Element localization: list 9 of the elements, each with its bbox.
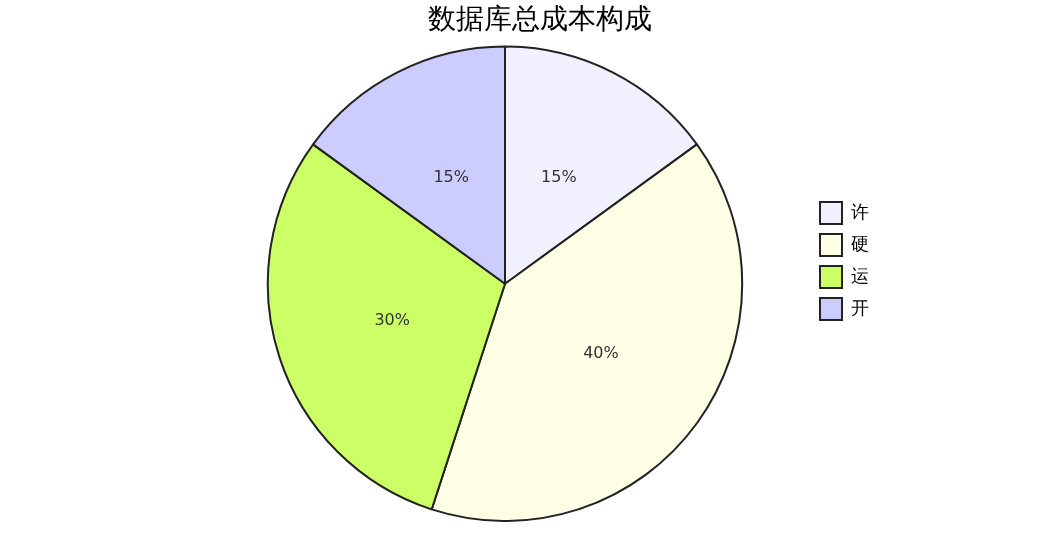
legend-label: 许 — [851, 200, 869, 222]
data-label: 40% — [583, 342, 619, 362]
legend-label: 硬 — [851, 232, 869, 254]
legend-label: 开 — [851, 296, 869, 318]
data-label: 30% — [374, 309, 410, 329]
data-label: 15% — [433, 167, 469, 187]
legend-label: 运 — [851, 264, 869, 286]
chart-title: 数据库总成本构成 — [427, 2, 652, 36]
data-label: 15% — [541, 167, 577, 187]
